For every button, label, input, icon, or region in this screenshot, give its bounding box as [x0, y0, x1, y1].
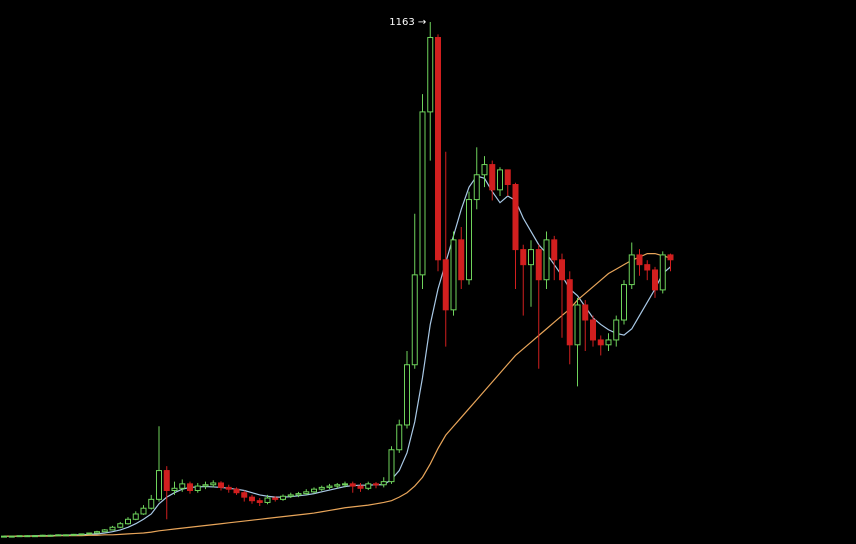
- candle-body: [411, 274, 418, 366]
- candle-body: [39, 534, 46, 537]
- candle-body: [566, 279, 573, 346]
- candle-body: [380, 481, 387, 486]
- candle-body: [287, 494, 294, 497]
- candle-body: [241, 492, 248, 498]
- candle-body: [326, 485, 333, 488]
- candle-body: [427, 36, 434, 113]
- candle-body: [590, 319, 596, 341]
- candle-body: [497, 169, 503, 191]
- candle-body: [373, 483, 379, 486]
- candle-body: [318, 486, 325, 490]
- candle-body: [458, 239, 465, 281]
- candle-body: [16, 535, 23, 538]
- candle-body: [47, 534, 54, 537]
- candle-body: [597, 339, 604, 346]
- candle-body: [644, 264, 651, 271]
- candle-body: [450, 239, 457, 311]
- candle-body: [8, 535, 15, 538]
- candle-body: [349, 483, 356, 487]
- peak-annotation: 1163 →: [389, 17, 426, 28]
- candle-body: [194, 485, 201, 492]
- candle-body: [334, 484, 341, 487]
- candle-body: [295, 493, 302, 496]
- candle-body: [559, 259, 565, 281]
- candle-body: [156, 470, 162, 500]
- candle-body: [125, 518, 131, 525]
- candle-body: [24, 535, 31, 538]
- candle-body: [342, 483, 348, 486]
- candle-body: [636, 254, 643, 266]
- candle-body: [32, 535, 38, 538]
- candle-body: [94, 531, 100, 534]
- candle-body: [473, 174, 480, 201]
- candle-body: [551, 239, 558, 261]
- candle-body: [1, 535, 7, 538]
- candle-body: [148, 498, 155, 509]
- candle-body: [621, 284, 627, 321]
- candle-body: [396, 424, 403, 451]
- candle-body: [187, 483, 193, 492]
- candle-body: [582, 304, 589, 321]
- candle-body: [256, 500, 263, 503]
- candle-body: [280, 495, 286, 500]
- candle-body: [442, 259, 449, 311]
- candle-body: [272, 497, 279, 500]
- candle-body: [210, 482, 217, 486]
- candle-body: [466, 199, 472, 281]
- candle-body: [481, 164, 488, 176]
- candle-body: [132, 513, 139, 520]
- moving-average-line: [4, 252, 671, 537]
- candle-body: [117, 523, 124, 528]
- candle-body: [659, 254, 666, 291]
- candle-body: [535, 249, 542, 281]
- candle-body: [264, 497, 271, 503]
- candle-body: [574, 304, 581, 346]
- candle-body: [404, 364, 410, 426]
- candle-body: [520, 249, 527, 266]
- candle-body: [435, 36, 441, 261]
- candle-body: [63, 534, 69, 537]
- moving-average-line: [4, 175, 671, 537]
- candle-body: [225, 486, 232, 490]
- candle-body: [613, 319, 620, 341]
- candle-body: [365, 483, 372, 489]
- candle-body: [249, 496, 255, 502]
- candle-body: [78, 533, 85, 536]
- candle-body: [109, 526, 116, 531]
- candle-body: [357, 485, 364, 489]
- candle-body: [86, 532, 93, 535]
- candle-body: [171, 487, 178, 492]
- candle-body: [512, 184, 519, 251]
- candle-body: [419, 111, 426, 276]
- candle-body: [605, 339, 612, 346]
- candle-body: [528, 249, 534, 266]
- candle-body: [70, 533, 77, 536]
- candle-body: [489, 164, 496, 191]
- candle-body: [179, 483, 186, 489]
- candle-body: [303, 491, 310, 495]
- candle-body: [388, 449, 395, 483]
- candle-body: [628, 254, 635, 286]
- candle-body: [140, 507, 147, 515]
- candle-body: [667, 254, 674, 261]
- candle-body: [218, 482, 224, 488]
- candle-body: [233, 488, 240, 494]
- candle-body: [202, 484, 209, 487]
- candle-body: [163, 470, 170, 492]
- candle-body: [55, 534, 62, 537]
- candle-body: [543, 239, 550, 281]
- candle-body: [101, 529, 108, 533]
- candle-body: [504, 169, 511, 186]
- candle-body: [311, 488, 317, 493]
- candle-body: [652, 269, 658, 291]
